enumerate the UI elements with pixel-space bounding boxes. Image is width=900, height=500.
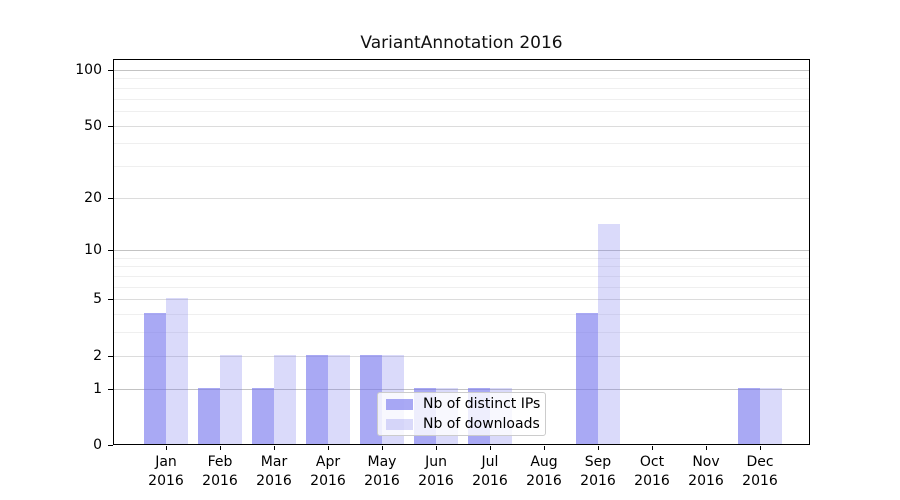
x-tick-label: Jan 2016 <box>148 454 184 489</box>
gridline-minor <box>114 257 809 259</box>
gridline-major <box>114 197 809 199</box>
x-tick-label: Mar 2016 <box>256 454 292 489</box>
x-tick-label: Aug 2016 <box>526 454 562 489</box>
gridline-major <box>114 388 809 390</box>
legend-item-downloads: Nb of downloads <box>386 415 540 432</box>
chart-title: VariantAnnotation 2016 <box>360 33 563 53</box>
bar-distinct-ips-dec <box>738 388 760 444</box>
x-tick-mark <box>760 446 761 450</box>
bar-distinct-ips-may <box>360 355 382 444</box>
gridline-minor <box>114 98 809 100</box>
legend-swatch-distinct-ips <box>386 398 413 410</box>
bar-downloads-sep <box>598 224 620 444</box>
y-tick-label: 2 <box>93 347 102 364</box>
gridline-minor <box>114 87 809 89</box>
gridline-minor <box>114 286 809 288</box>
bar-downloads-jan <box>166 298 188 444</box>
x-tick-label: Nov 2016 <box>688 454 724 489</box>
x-tick-mark <box>382 446 383 450</box>
x-tick-label: Dec 2016 <box>742 454 778 489</box>
x-tick-label: Oct 2016 <box>634 454 670 489</box>
x-tick-mark <box>166 446 167 450</box>
bar-distinct-ips-apr <box>306 355 328 444</box>
y-tick-mark <box>108 388 113 390</box>
gridline-major <box>114 125 809 127</box>
x-tick-mark <box>598 446 599 450</box>
bar-distinct-ips-sep <box>576 313 598 444</box>
gridline-minor <box>114 332 809 334</box>
legend-item-distinct-ips: Nb of distinct IPs <box>386 395 541 412</box>
y-tick-mark <box>108 197 113 199</box>
gridline-minor <box>114 143 809 145</box>
y-tick-mark <box>108 445 113 446</box>
legend-label-distinct-ips: Nb of distinct IPs <box>423 395 541 412</box>
y-tick-label: 5 <box>93 291 102 308</box>
x-tick-label: Feb 2016 <box>202 454 238 489</box>
gridline-major <box>114 299 809 301</box>
x-tick-label: Apr 2016 <box>310 454 346 489</box>
gridline-major <box>114 355 809 357</box>
y-tick-mark <box>108 125 113 127</box>
gridline-minor <box>114 78 809 80</box>
y-tick-label: 10 <box>84 242 102 259</box>
gridline-minor <box>114 110 809 112</box>
bar-distinct-ips-mar <box>252 388 274 444</box>
gridline-minor <box>114 165 809 167</box>
y-tick-label: 20 <box>84 189 102 206</box>
x-tick-label: Jul 2016 <box>472 454 508 489</box>
bar-distinct-ips-feb <box>198 388 220 444</box>
x-tick-label: Jun 2016 <box>418 454 454 489</box>
x-tick-mark <box>220 446 221 450</box>
x-tick-mark <box>706 446 707 450</box>
y-tick-mark <box>108 250 113 252</box>
y-tick-label: 100 <box>75 62 102 79</box>
bar-downloads-dec <box>760 388 782 444</box>
gridline-minor <box>114 266 809 268</box>
gridline-major <box>114 250 809 252</box>
bar-downloads-apr <box>328 355 350 444</box>
y-tick-label: 1 <box>93 380 102 397</box>
x-tick-mark <box>274 446 275 450</box>
x-tick-label: Sep 2016 <box>580 454 616 489</box>
y-tick-label: 0 <box>93 437 102 453</box>
legend-swatch-downloads <box>386 418 413 430</box>
x-tick-label: May 2016 <box>364 454 400 489</box>
bar-downloads-feb <box>220 355 242 444</box>
x-tick-mark <box>490 446 491 450</box>
bar-distinct-ips-jan <box>144 313 166 444</box>
gridline-minor <box>114 276 809 278</box>
y-tick-mark <box>108 299 113 301</box>
bar-downloads-mar <box>274 355 296 444</box>
x-tick-mark <box>652 446 653 450</box>
x-tick-mark <box>328 446 329 450</box>
y-tick-mark <box>108 70 113 72</box>
legend-label-downloads: Nb of downloads <box>423 415 540 432</box>
y-tick-label: 50 <box>84 117 102 134</box>
x-tick-mark <box>436 446 437 450</box>
legend: Nb of distinct IPs Nb of downloads <box>377 392 546 436</box>
y-tick-mark <box>108 355 113 357</box>
plot-area <box>113 59 810 445</box>
gridline-minor <box>114 314 809 316</box>
x-tick-mark <box>544 446 545 450</box>
gridline-major <box>114 70 809 72</box>
